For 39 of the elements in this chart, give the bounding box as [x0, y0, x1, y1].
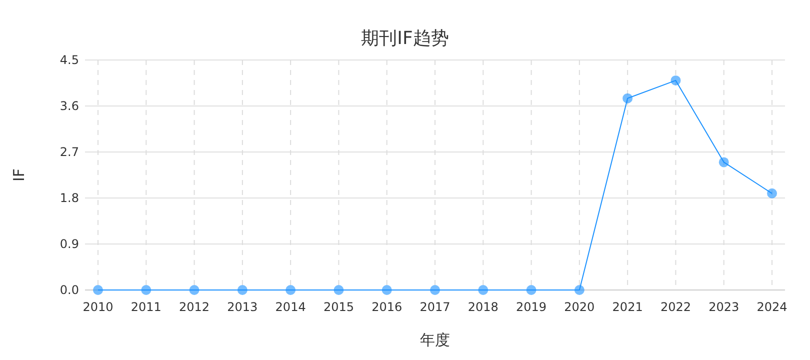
- point: [237, 285, 248, 295]
- x-tick-label: 2017: [420, 300, 450, 314]
- x-tick-label: 2018: [468, 300, 498, 314]
- x-tick-label: 2022: [660, 300, 691, 314]
- point: [430, 285, 440, 295]
- point: [382, 285, 392, 295]
- point: [526, 285, 536, 295]
- x-tick-label: 2021: [612, 300, 643, 314]
- point: [334, 285, 344, 295]
- y-axis-title: IF: [10, 168, 28, 182]
- point: [622, 93, 633, 104]
- chart-title: 期刊IF趋势: [361, 28, 449, 49]
- x-tick-label: 2016: [372, 300, 402, 314]
- y-tick-label: 2.7: [60, 145, 79, 159]
- y-tick-label: 3.6: [60, 99, 79, 113]
- x-tick-label: 2011: [130, 300, 162, 314]
- point: [286, 285, 296, 295]
- y-tick-label: 1.8: [60, 191, 79, 205]
- point: [141, 285, 152, 295]
- x-tick-label: 2010: [82, 300, 114, 314]
- x-tick-label: 2013: [227, 300, 258, 314]
- x-tick-label: 2023: [708, 300, 740, 314]
- point: [670, 75, 681, 86]
- x-tick-label: 2019: [516, 300, 547, 314]
- point: [478, 285, 488, 295]
- x-tick-label: 2020: [564, 300, 595, 314]
- x-tick-label: 2024: [756, 300, 788, 314]
- point: [718, 157, 729, 168]
- y-tick-label: 0.0: [60, 283, 79, 297]
- x-tick-label: 2014: [275, 300, 306, 314]
- x-tick-label: 2012: [179, 300, 210, 314]
- point: [574, 285, 584, 295]
- x-tick-label: 2015: [323, 300, 354, 314]
- point: [93, 285, 103, 295]
- x-axis-title: 年度: [420, 331, 450, 349]
- point: [767, 188, 777, 198]
- point: [189, 285, 200, 295]
- y-tick-label: 4.5: [60, 53, 79, 67]
- y-tick-label: 0.9: [60, 237, 79, 251]
